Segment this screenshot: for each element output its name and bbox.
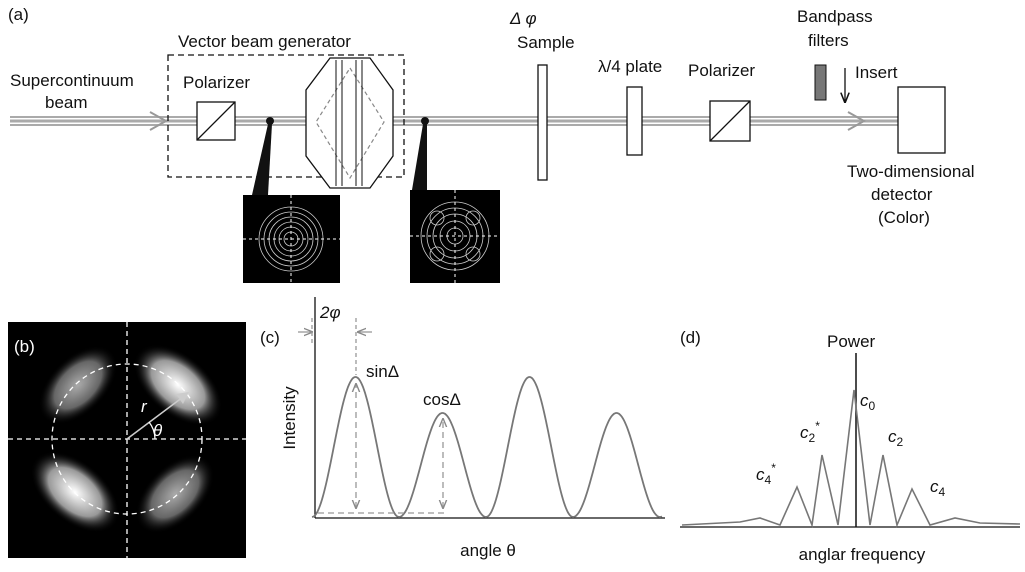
peak-label: c0 [860, 391, 876, 413]
panel-b: (b) r θ [8, 322, 246, 558]
generator-label: Vector beam generator [178, 32, 351, 51]
q-plate [305, 57, 394, 189]
label-part: c [930, 477, 939, 496]
insert-label: Insert [855, 63, 898, 82]
sample-label: Sample [517, 33, 575, 52]
peak-label: c2 [888, 427, 904, 449]
x-axis-label: angle θ [460, 541, 516, 560]
detector-label: Two-dimensional [847, 162, 975, 181]
sample [537, 64, 548, 181]
source-label: beam [45, 93, 88, 112]
radius-label: r [141, 397, 148, 416]
polarizer-label: Polarizer [183, 73, 250, 92]
panel-d: (d) Power c0 c2* c2 c4* c4 anglar freque… [680, 328, 1021, 564]
label-part: 2 [897, 435, 904, 449]
peak-label: cosΔ [423, 390, 461, 409]
bandpass-filter [814, 64, 827, 101]
panel-a: (a) Supercontinuum beam Vector beam gene… [8, 5, 975, 283]
angle-label: θ [153, 421, 163, 440]
y-axis-label: Power [827, 332, 876, 351]
intensity-curve [311, 376, 663, 518]
generator-box [167, 54, 405, 178]
panel-label: (c) [260, 328, 280, 347]
label-part: 0 [869, 399, 876, 413]
detector-label: detector [871, 185, 933, 204]
beam [10, 116, 905, 126]
label-part: * [815, 419, 820, 433]
inset-profile [243, 195, 340, 283]
panel-label: (a) [8, 5, 29, 24]
label-part: 4 [765, 473, 772, 487]
panel-c: (c) 2φ sinΔ cosΔ Intensity angle θ [260, 297, 665, 560]
detector [897, 86, 946, 154]
sample-symbols: Δ φ [509, 9, 537, 28]
filters-label: filters [808, 31, 849, 50]
panel-label: (b) [14, 337, 35, 356]
filters-label: Bandpass [797, 7, 873, 26]
peak-label: c4 [930, 477, 946, 499]
x-axis-label: anglar frequency [799, 545, 926, 564]
panel-label: (d) [680, 328, 701, 347]
label-part: 2 [809, 431, 816, 445]
waveplate-label: λ/4 plate [598, 57, 662, 76]
polarizer-label: Polarizer [688, 61, 755, 80]
y-axis-label: Intensity [280, 386, 299, 450]
label-part: 4 [939, 485, 946, 499]
label-part: c [888, 427, 897, 446]
label-part: c [860, 391, 869, 410]
detector-label: (Color) [878, 208, 930, 227]
inset-profile [410, 190, 500, 283]
source-label: Supercontinuum [10, 71, 134, 90]
peak-label: sinΔ [366, 362, 399, 381]
label-part: c [800, 423, 809, 442]
waveplate [626, 86, 643, 156]
peak-label: c4* [756, 461, 776, 487]
power-spectrum [681, 389, 1021, 529]
peak-label: c2* [800, 419, 820, 445]
period-label: 2φ [319, 303, 341, 322]
label-part: * [771, 461, 776, 475]
label-part: c [756, 465, 765, 484]
